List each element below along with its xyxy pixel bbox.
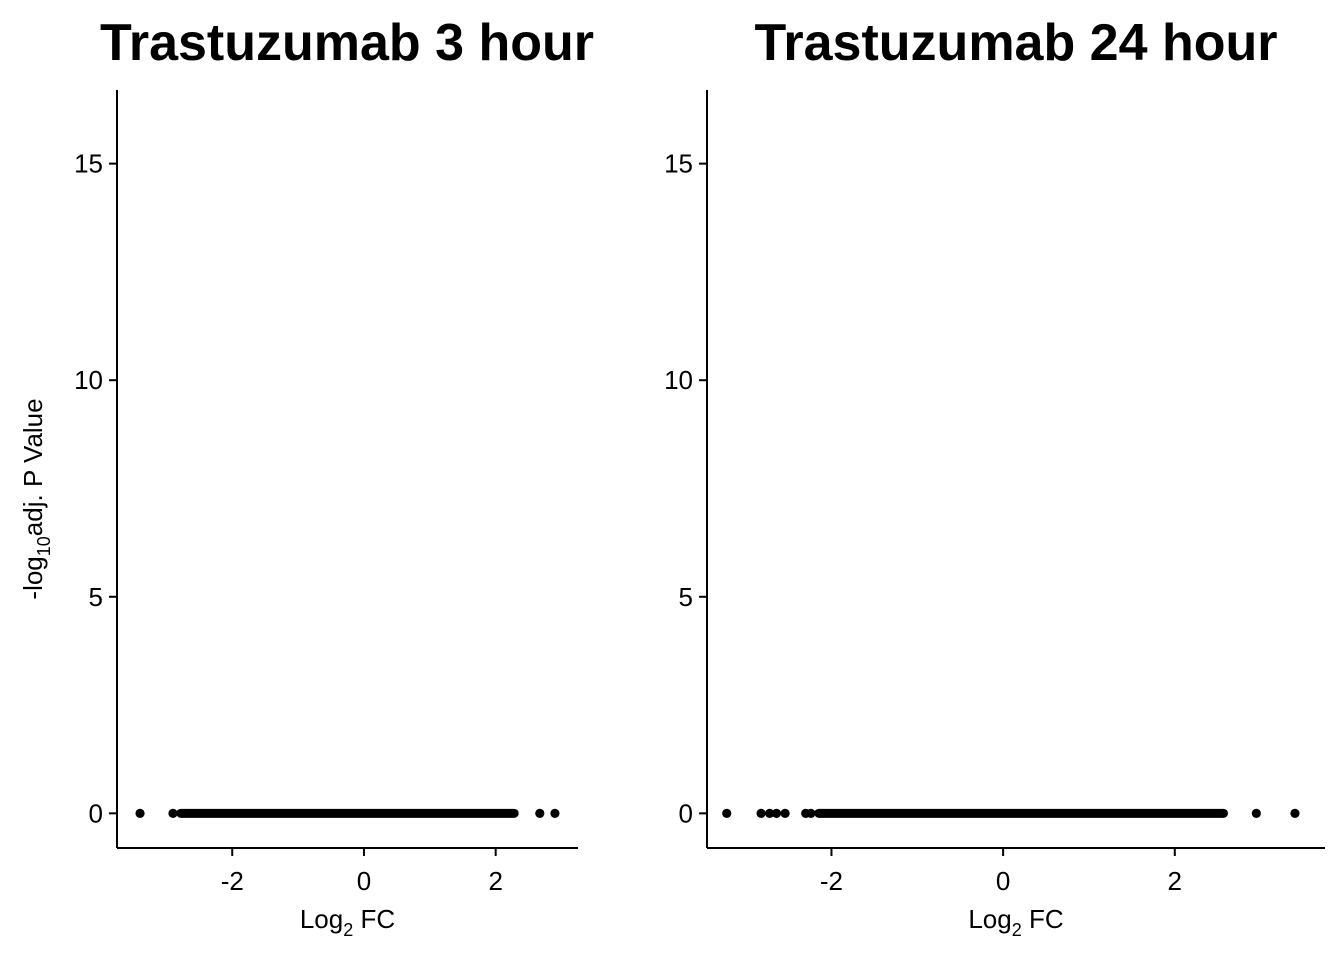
data-point — [756, 808, 766, 818]
x-axis-title-base: Log — [968, 904, 1011, 934]
data-point — [771, 808, 782, 818]
x-axis-title-base: Log — [300, 904, 343, 934]
y-axis-title-rest: adj. P Value — [18, 398, 48, 536]
x-tick-label: -2 — [820, 866, 843, 896]
y-tick-label: 10 — [74, 365, 103, 395]
y-tick-label: 15 — [664, 149, 693, 179]
y-axis-title-sub: 10 — [34, 536, 54, 556]
x-tick-label: -2 — [221, 866, 244, 896]
panel-title: Trastuzumab 3 hour — [100, 14, 594, 72]
x-tick-label: 0 — [996, 866, 1010, 896]
data-point — [765, 808, 775, 818]
data-point — [135, 808, 145, 818]
x-tick-label: 2 — [488, 866, 502, 896]
x-axis-title-rest: FC — [1022, 904, 1064, 934]
x-axis-title: Log2 FC — [968, 904, 1063, 940]
y-tick-label: 10 — [664, 365, 693, 395]
x-axis-title-sub: 2 — [343, 920, 353, 940]
data-point — [806, 808, 816, 818]
y-tick-label: 0 — [89, 798, 103, 828]
x-axis-title-rest: FC — [353, 904, 395, 934]
x-tick-label: 2 — [1168, 866, 1182, 896]
y-tick-label: 5 — [679, 582, 693, 612]
y-axis-title: -log10adj. P Value — [18, 398, 54, 599]
data-point — [722, 808, 732, 818]
y-tick-label: 5 — [89, 582, 103, 612]
panel-title: Trastuzumab 24 hour — [755, 14, 1278, 72]
data-point — [168, 808, 178, 818]
x-axis-title-sub: 2 — [1012, 920, 1022, 940]
data-point — [1251, 808, 1261, 818]
data-point — [550, 808, 560, 818]
data-point — [1290, 808, 1300, 818]
y-tick-label: 15 — [74, 149, 103, 179]
data-point — [535, 808, 545, 818]
y-tick-label: 0 — [679, 798, 693, 828]
y-axis-title-base: -log — [18, 556, 48, 599]
data-point-band — [814, 808, 1229, 818]
data-point — [780, 808, 790, 818]
data-point-band — [176, 808, 519, 818]
x-tick-label: 0 — [357, 866, 371, 896]
x-axis-title: Log2 FC — [300, 904, 395, 940]
